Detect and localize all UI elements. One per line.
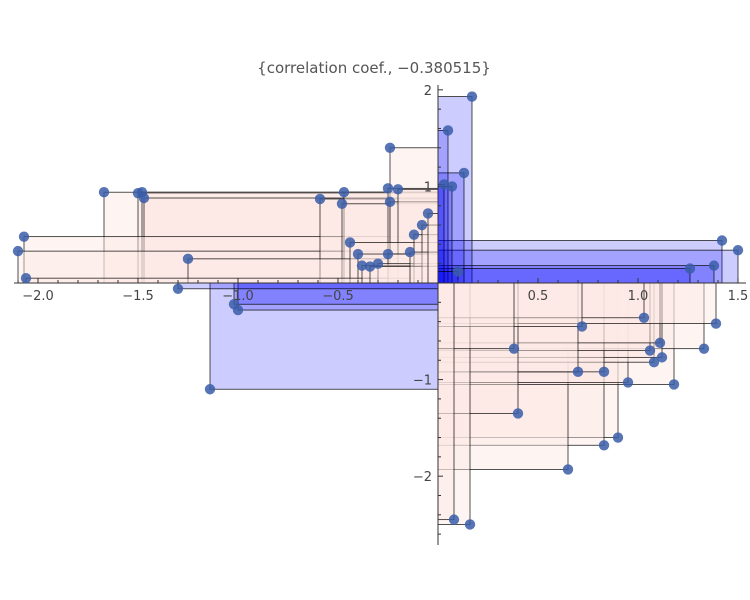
x-tick-label: 1.5 — [728, 289, 749, 304]
x-tick-label: 1.0 — [628, 289, 649, 304]
data-point-40 — [464, 519, 476, 530]
data-point-2 — [20, 272, 32, 284]
data-point-31 — [466, 91, 478, 102]
data-point-37 — [232, 304, 244, 316]
covariance-rect-3 — [103, 191, 439, 284]
covariance-rect-50 — [437, 282, 645, 319]
covariance-rect-47 — [437, 282, 605, 446]
covariance-rect-21 — [397, 188, 439, 284]
covariance-rect-9 — [319, 198, 439, 284]
data-point-24 — [416, 219, 428, 231]
y-tick-label: 1 — [424, 180, 432, 195]
covariance-rect-5 — [141, 191, 439, 284]
data-point-30 — [458, 167, 470, 179]
data-point-8 — [182, 253, 194, 265]
covariance-rect-38 — [209, 282, 439, 390]
data-point-56 — [698, 343, 710, 354]
data-point-0 — [12, 245, 24, 257]
data-point-18 — [384, 142, 396, 153]
data-point-10 — [338, 187, 350, 198]
data-point-17 — [382, 248, 394, 260]
data-point-29 — [452, 266, 464, 277]
data-point-25 — [422, 208, 434, 219]
data-point-46 — [598, 366, 610, 378]
covariance-rect-42 — [437, 282, 515, 350]
data-point-52 — [648, 357, 660, 368]
data-point-47 — [598, 440, 610, 451]
tick-labels: −2.0 −1.5 −1.0 −0.5 0.5 1.0 1.5 −2 −1 1 2 — [22, 84, 748, 485]
data-point-14 — [356, 260, 368, 271]
axes — [14, 85, 746, 545]
data-point-26 — [438, 179, 450, 190]
covariance-rect-44 — [437, 282, 579, 373]
data-point-43 — [562, 464, 574, 475]
data-point-11 — [336, 198, 348, 209]
data-point-42 — [508, 343, 520, 354]
data-point-12 — [344, 237, 356, 248]
data-point-41 — [512, 408, 524, 419]
covariance-rect-25 — [427, 213, 439, 284]
data-point-33 — [708, 260, 720, 271]
data-point-35 — [732, 244, 744, 256]
covariance-rect-39 — [437, 282, 455, 521]
data-point-50 — [638, 312, 650, 323]
covariance-rect-43 — [437, 282, 569, 470]
data-point-3 — [98, 187, 110, 198]
x-tick-label: −2.0 — [22, 289, 54, 304]
data-point-44 — [572, 366, 584, 378]
covariance-rect-32 — [437, 268, 691, 284]
y-tick-label: −2 — [413, 470, 432, 485]
x-tick-label: −0.5 — [322, 289, 354, 304]
covariance-rectangles — [17, 96, 739, 525]
data-point-22 — [404, 246, 416, 258]
data-point-34 — [716, 235, 728, 246]
covariance-rect-1 — [23, 236, 439, 284]
x-tick-label: −1.0 — [222, 289, 254, 304]
data-points — [12, 91, 744, 530]
y-tick-label: −1 — [413, 374, 432, 389]
data-point-51 — [644, 345, 656, 356]
data-point-55 — [668, 379, 680, 390]
data-point-48 — [612, 432, 624, 443]
covariance-rect-46 — [437, 282, 605, 373]
covariance-rect-34 — [437, 240, 723, 284]
data-point-20 — [384, 196, 396, 208]
data-point-54 — [656, 352, 668, 363]
data-point-57 — [710, 318, 722, 329]
covariance-rect-26 — [437, 184, 445, 284]
covariance-rect-7 — [177, 282, 439, 290]
covariance-rect-57 — [437, 282, 717, 324]
y-tick-label: 2 — [424, 84, 432, 99]
x-tick-label: 0.5 — [528, 289, 549, 304]
data-point-19 — [382, 183, 394, 194]
data-point-39 — [448, 514, 460, 525]
data-point-23 — [408, 229, 420, 240]
data-point-38 — [204, 384, 216, 395]
data-point-45 — [576, 321, 588, 332]
data-point-9 — [314, 193, 326, 205]
data-point-16 — [372, 258, 384, 269]
x-tick-label: −1.5 — [122, 289, 154, 304]
covariance-rect-30 — [437, 172, 465, 284]
data-point-15 — [364, 261, 376, 272]
data-point-6 — [138, 192, 150, 204]
data-point-13 — [352, 248, 364, 260]
chart-title: {correlation coef., −0.380515} — [257, 59, 491, 77]
data-point-7 — [172, 283, 184, 294]
covariance-rect-48 — [437, 282, 619, 438]
data-point-53 — [654, 337, 666, 349]
data-point-21 — [392, 184, 404, 195]
data-point-28 — [446, 181, 458, 192]
covariance-rect-22 — [409, 251, 439, 284]
data-point-27 — [442, 125, 454, 136]
data-point-1 — [18, 231, 30, 242]
data-point-49 — [622, 377, 634, 388]
covariance-rect-6 — [143, 197, 439, 284]
data-point-32 — [684, 263, 696, 274]
